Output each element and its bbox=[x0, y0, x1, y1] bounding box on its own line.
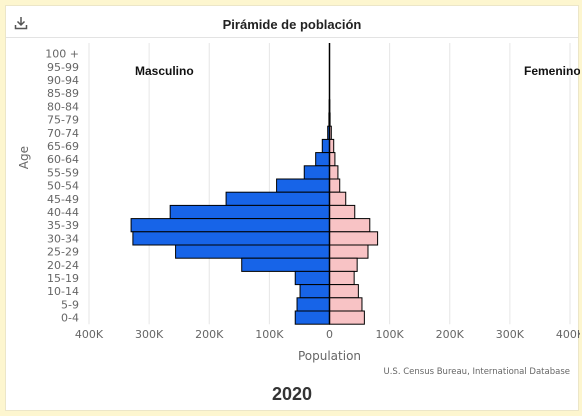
age-group-label: 25-29 bbox=[47, 246, 79, 259]
age-group-label: 40-44 bbox=[47, 206, 79, 219]
age-group-label: 20-24 bbox=[47, 259, 79, 272]
female-bar-55-59 bbox=[329, 165, 339, 180]
x-tick-label: 300K bbox=[496, 328, 525, 341]
age-group-label: 35-39 bbox=[47, 219, 79, 232]
female-bar-25-29 bbox=[329, 244, 369, 259]
male-bar-10-14 bbox=[299, 284, 331, 299]
male-bar-30-34 bbox=[132, 231, 330, 246]
age-group-label: 10-14 bbox=[47, 285, 79, 298]
x-tick-label: 200K bbox=[436, 328, 465, 341]
male-bar-50-54 bbox=[276, 178, 330, 193]
female-bar-10-14 bbox=[329, 284, 359, 299]
male-bar-55-59 bbox=[303, 165, 330, 180]
x-tick-label: 300K bbox=[135, 328, 164, 341]
age-group-label: 0-4 bbox=[61, 312, 79, 325]
age-group-label: 60-64 bbox=[47, 153, 79, 166]
year-label: 2020 bbox=[271, 384, 313, 404]
series-label-masculino: Masculino bbox=[135, 64, 194, 78]
x-tick-label: 400K bbox=[75, 328, 104, 341]
chart-panel: Pirámide de población 400K 300K 200K 100K 0 1… bbox=[5, 5, 580, 411]
series-label-femenino: Femenino bbox=[524, 64, 580, 78]
male-bar-20-24 bbox=[241, 257, 330, 272]
chart-title: Pirámide de población bbox=[222, 17, 362, 32]
y-axis-title: Age bbox=[17, 146, 31, 169]
female-bar-0-4 bbox=[329, 310, 365, 325]
male-bar-0-4 bbox=[294, 310, 331, 325]
female-bar-50-54 bbox=[329, 178, 341, 193]
female-bar-20-24 bbox=[329, 257, 358, 272]
female-bar-15-19 bbox=[329, 270, 355, 286]
female-bar-40-44 bbox=[329, 204, 356, 220]
age-group-label: 55-59 bbox=[47, 166, 79, 179]
download-icon[interactable] bbox=[14, 16, 28, 30]
age-group-label: 70-74 bbox=[47, 127, 79, 140]
male-bar-40-44 bbox=[169, 204, 330, 220]
age-group-label: 95-99 bbox=[47, 61, 79, 74]
age-group-label: 30-34 bbox=[47, 232, 79, 245]
x-tick-label: 200K bbox=[195, 328, 224, 341]
male-bar-25-29 bbox=[175, 244, 330, 259]
male-bar-15-19 bbox=[294, 270, 331, 286]
header-divider bbox=[6, 37, 578, 38]
age-group-label: 85-89 bbox=[47, 87, 79, 100]
x-tick-label: 400K bbox=[556, 328, 580, 341]
female-bar-35-39 bbox=[329, 218, 371, 233]
male-bar-35-39 bbox=[130, 218, 331, 233]
age-group-label: 65-69 bbox=[47, 140, 79, 153]
male-bar-5-9 bbox=[296, 297, 330, 312]
age-group-label: 100 + bbox=[45, 48, 79, 61]
age-group-label: 5-9 bbox=[61, 298, 79, 311]
age-group-label: 15-19 bbox=[47, 272, 79, 285]
male-bar-60-64 bbox=[315, 152, 331, 167]
age-group-label: 50-54 bbox=[47, 180, 79, 193]
age-group-label: 90-94 bbox=[47, 74, 79, 87]
x-tick-label: 100K bbox=[376, 328, 405, 341]
age-group-label: 45-49 bbox=[47, 193, 79, 206]
female-bar-30-34 bbox=[329, 231, 379, 246]
male-bar-45-49 bbox=[225, 191, 331, 206]
source-credit: U.S. Census Bureau, International Databa… bbox=[384, 367, 571, 377]
age-group-label: 80-84 bbox=[47, 100, 79, 113]
x-tick-label: 100K bbox=[255, 328, 284, 341]
x-axis-title: Population bbox=[298, 349, 361, 363]
x-tick-label: 0 bbox=[326, 328, 333, 341]
male-bar-65-69 bbox=[321, 138, 331, 154]
female-bar-60-64 bbox=[329, 152, 336, 167]
population-pyramid-chart: 400K 300K 200K 100K 0 100K 200K 300K 400K 100 +95… bbox=[17, 43, 580, 377]
female-bar-45-49 bbox=[329, 191, 347, 206]
age-group-label: 75-79 bbox=[47, 114, 79, 127]
female-bar-5-9 bbox=[329, 297, 363, 312]
